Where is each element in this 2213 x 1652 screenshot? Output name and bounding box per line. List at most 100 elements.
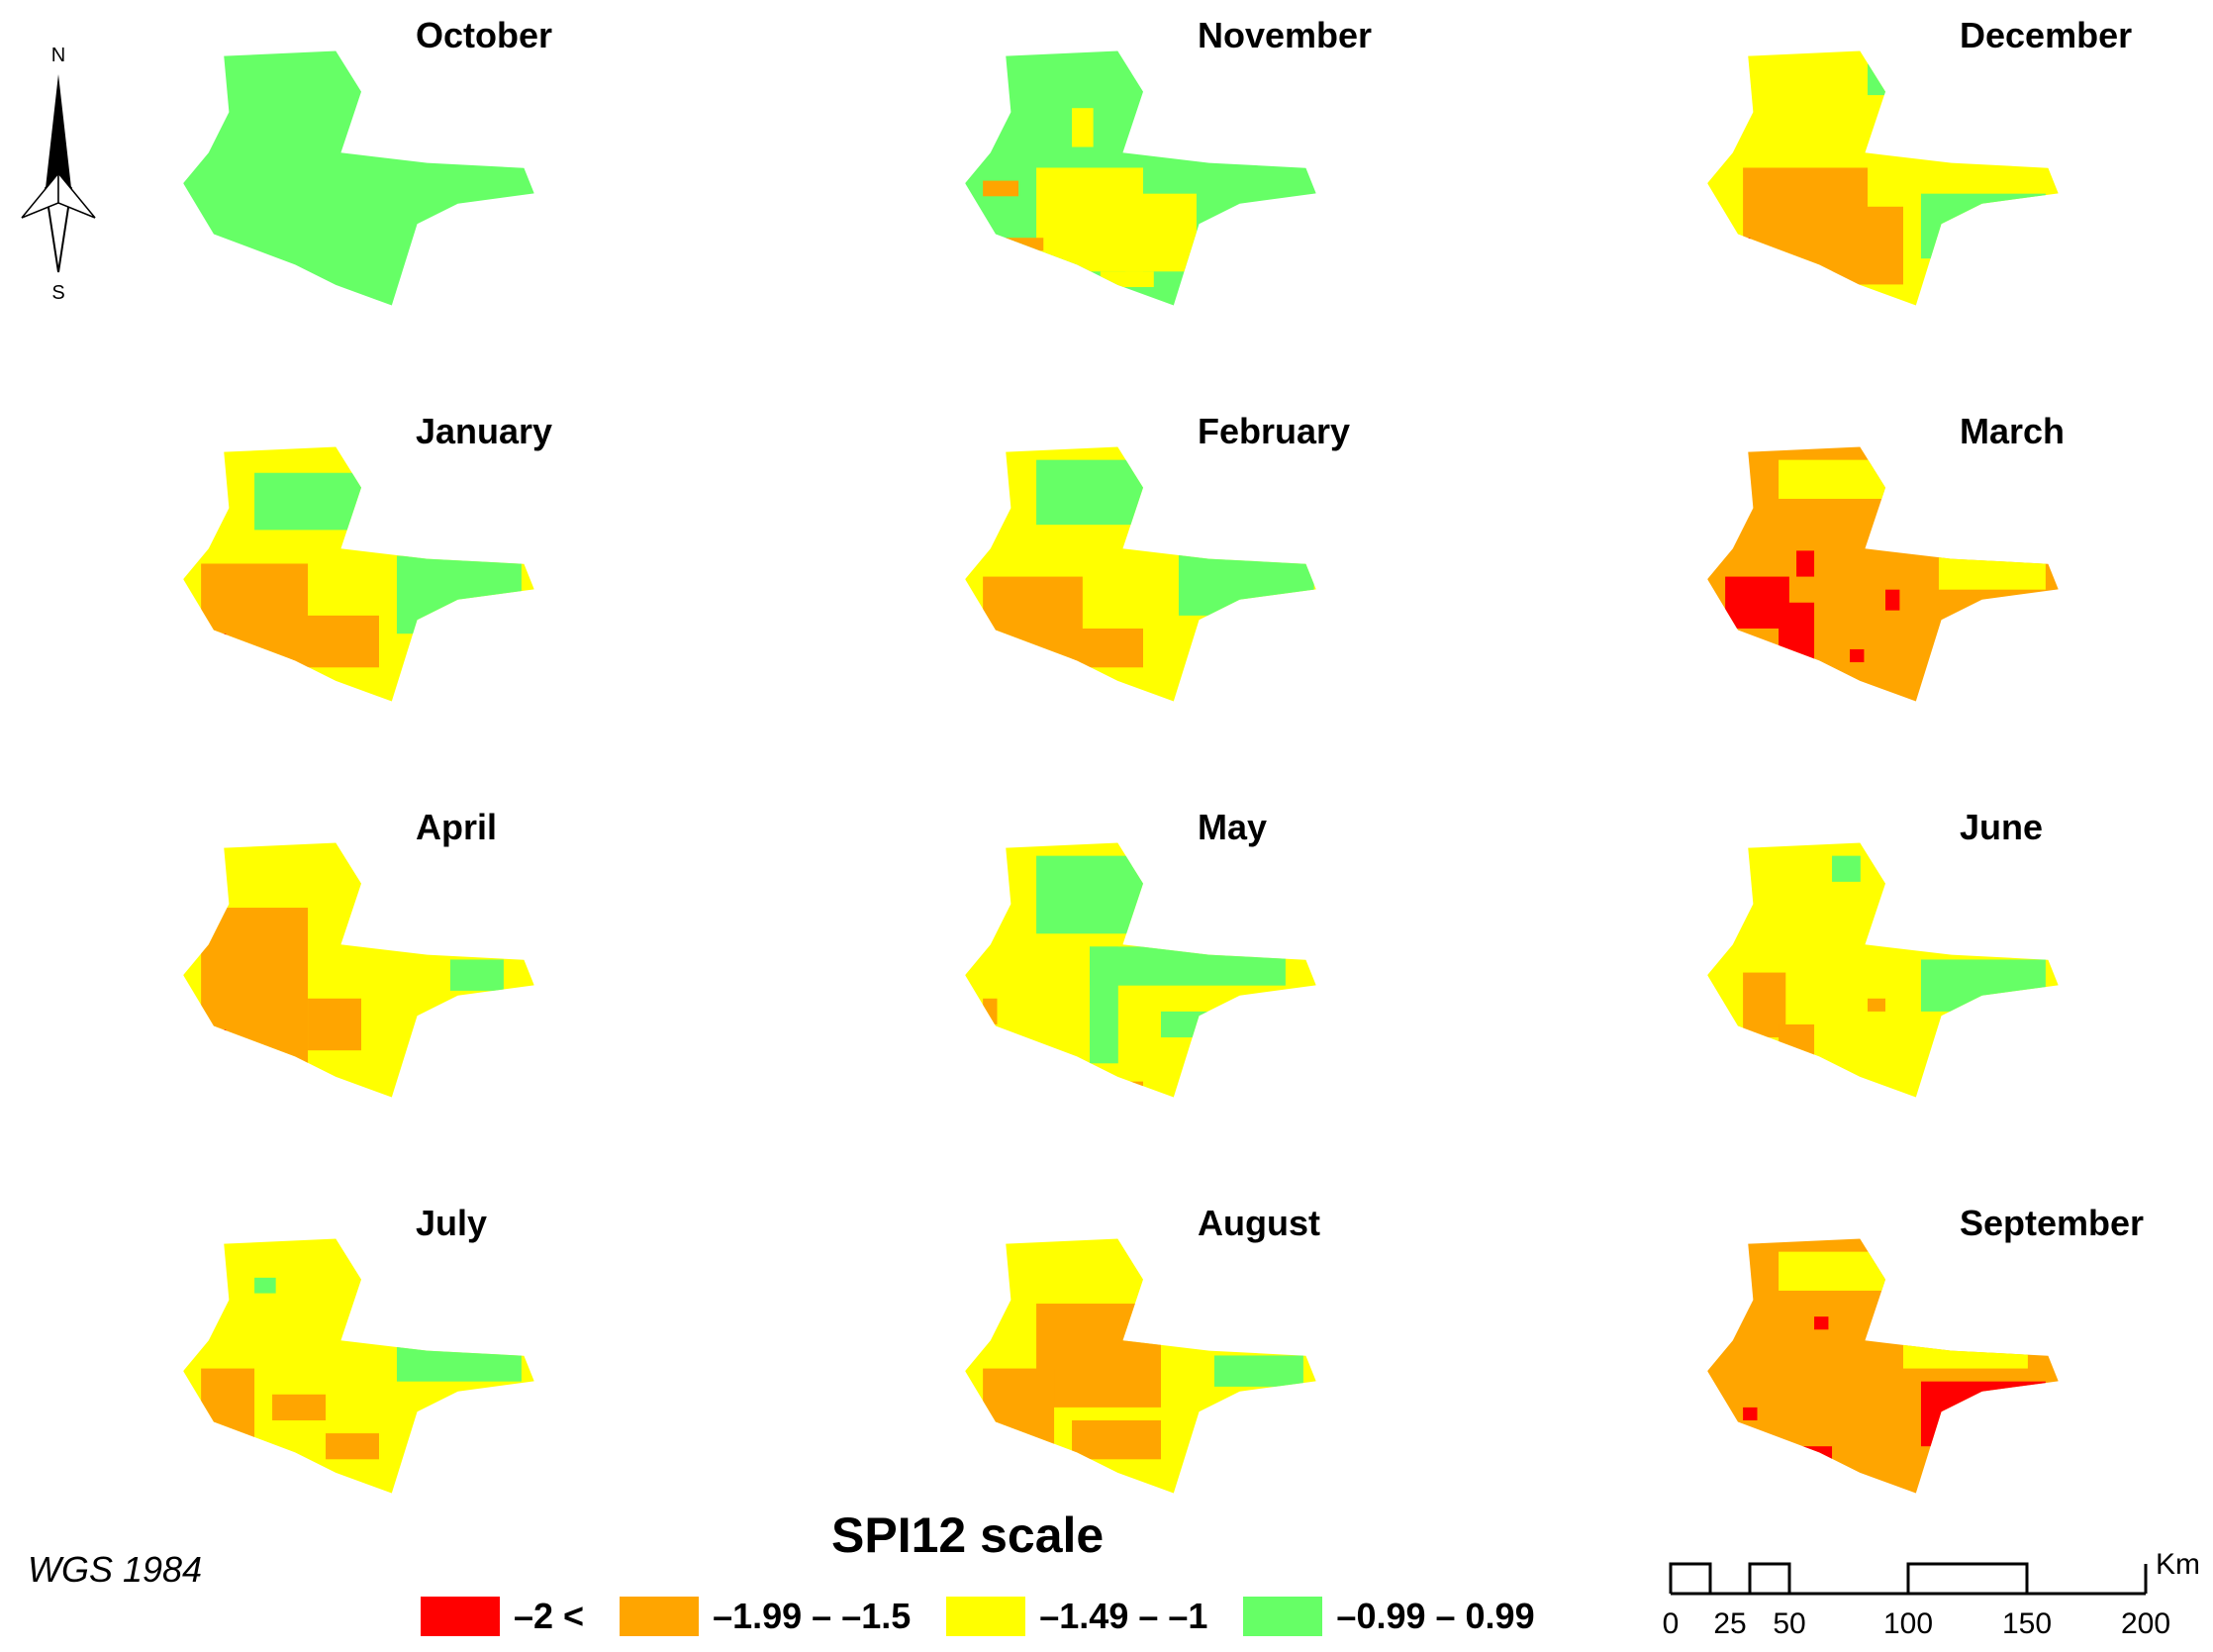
legend-swatch-green: [1243, 1597, 1323, 1636]
spi-cell-block: [1072, 628, 1143, 668]
region-map: [965, 1238, 1316, 1494]
region-map: [965, 50, 1316, 306]
spi-cell-block: [1920, 193, 2046, 259]
legend-label: –1.99 – –1.5: [713, 1596, 912, 1636]
spi-cell-block: [1125, 193, 1197, 272]
spi-cell-block: [1779, 1251, 1885, 1291]
month-label: October: [416, 15, 553, 55]
spi-cell-block: [1743, 1407, 1758, 1420]
legend-swatch-yellow: [946, 1597, 1026, 1636]
region-map: [183, 446, 534, 702]
spi-cell-block: [201, 1368, 255, 1460]
map-panel-june: June: [1702, 802, 2213, 1188]
spi-cell-block: [1072, 1419, 1161, 1460]
spi-cell-block: [1090, 946, 1118, 1064]
region-map: [183, 50, 534, 306]
spi-cell-block: [1160, 1011, 1232, 1038]
spi-cell-block: [308, 998, 361, 1051]
legend-item: –2 <: [421, 1596, 610, 1637]
spi-cell-block: [272, 1394, 327, 1420]
spi-cell-block: [254, 1277, 276, 1294]
region-map: [1707, 446, 2059, 702]
legend-swatch-orange: [620, 1597, 700, 1636]
month-label: April: [416, 807, 498, 847]
region-map: [183, 1238, 534, 1494]
spi-cell-block: [396, 1342, 522, 1382]
region-map: [1707, 50, 2059, 306]
scale-tick: 50: [1773, 1607, 1805, 1640]
north-arrow-icon: N S: [14, 40, 103, 307]
scale-tick: 200: [2121, 1607, 2170, 1640]
scale-tick: 100: [1883, 1607, 1933, 1640]
spi-cell-block: [1779, 459, 1939, 499]
month-label: February: [1198, 411, 1351, 451]
region-base: [183, 50, 534, 306]
spi-cell-block: [1107, 1081, 1143, 1093]
spi-cell-block: [254, 472, 397, 531]
spi-cell-block: [1178, 550, 1314, 616]
spi-cell-block: [1868, 63, 1939, 96]
south-label: S: [51, 282, 64, 304]
spi-cell-block: [1735, 238, 1751, 251]
spi-cell-block: [983, 1368, 1055, 1447]
spi-cell-block: [1902, 1342, 2028, 1369]
month-label: May: [1198, 807, 1268, 847]
month-label: December: [1960, 15, 2133, 55]
spi-cell-block: [1779, 1023, 1815, 1064]
spi-cell-block: [201, 908, 309, 1064]
spi-cell-block: [1832, 855, 1861, 882]
spi-cell-block: [1779, 1446, 1833, 1478]
spi-cell-block: [1920, 1381, 2046, 1447]
scale-unit: Km: [2156, 1548, 2200, 1581]
spi-cell-block: [1036, 1304, 1161, 1408]
map-panel-february: February: [960, 406, 1653, 792]
north-label: N: [51, 45, 65, 66]
spi-cell-block: [1920, 959, 2046, 1012]
legend-swatch-red: [421, 1597, 500, 1636]
map-panel-may: May: [960, 802, 1653, 1188]
spi-cell-block: [1090, 946, 1286, 986]
month-label: March: [1960, 411, 2066, 451]
spi-cell-block: [1779, 602, 1815, 681]
scale-tick: 25: [1713, 1607, 1746, 1640]
region-map: [1707, 842, 2059, 1098]
spi-cell-block: [1100, 271, 1154, 288]
spi-cell-block: [1001, 238, 1044, 251]
spi-cell-block: [1814, 1316, 1829, 1330]
legend-item: –1.49 – –1: [946, 1596, 1233, 1637]
legend-title: SPI12 scale: [831, 1507, 1105, 1563]
spi-cell-block: [983, 998, 998, 1024]
map-panel-november: November: [960, 10, 1653, 396]
map-panel-april: April: [178, 802, 871, 1188]
spi-cell-block: [1213, 1355, 1303, 1387]
spi-cell-block: [983, 576, 1083, 668]
map-panel-march: March: [1702, 406, 2213, 792]
spi-cell-block: [1832, 206, 1903, 285]
month-label: July: [416, 1203, 488, 1243]
region-map: [183, 842, 534, 1098]
scale-tick: 150: [2002, 1607, 2052, 1640]
map-panel-july: July: [178, 1198, 871, 1584]
spi-cell-block: [986, 1425, 1002, 1439]
spi-cell-block: [1796, 550, 1815, 577]
legend-item: –0.99 – 0.99: [1243, 1596, 1560, 1637]
spi-cell-block: [1885, 589, 1900, 611]
legend-item: –1.99 – –1.5: [620, 1596, 936, 1637]
map-panel-december: December: [1702, 10, 2213, 396]
month-label: November: [1198, 15, 1373, 55]
spi-cell-block: [1850, 648, 1865, 663]
region-map: [965, 842, 1316, 1098]
spi-cell-block: [1036, 855, 1179, 934]
spi-cell-block: [1868, 998, 1885, 1012]
spi-cell-block: [1938, 550, 2046, 590]
spi-cell-block: [290, 615, 379, 668]
spi-cell-block: [1036, 459, 1179, 526]
spi-cell-block: [396, 555, 522, 634]
legend: –2 < –1.99 – –1.5 –1.49 – –1 –0.99 – 0.9…: [421, 1592, 1571, 1641]
month-label: January: [416, 411, 553, 451]
spi-cell-block: [449, 959, 504, 991]
crs-label: WGS 1984: [28, 1549, 203, 1590]
legend-label: –2 <: [514, 1596, 585, 1636]
map-panel-january: January: [178, 406, 871, 792]
region-map: [965, 446, 1316, 702]
